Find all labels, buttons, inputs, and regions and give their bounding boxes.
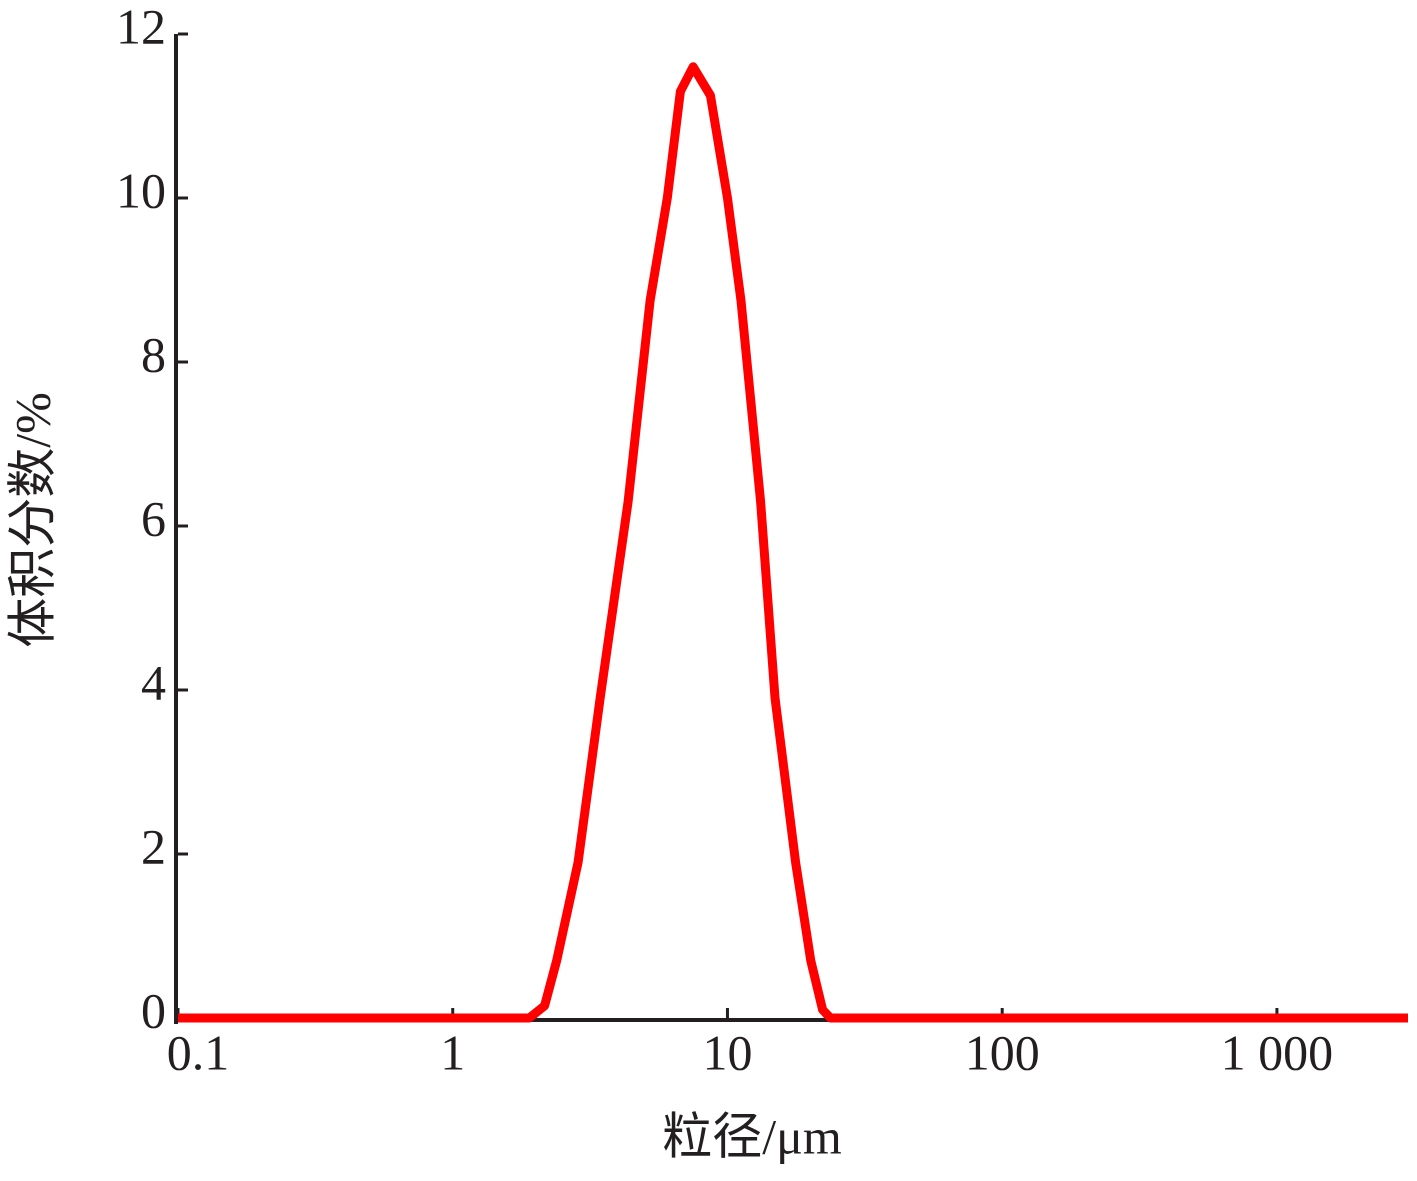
y-tick-label: 0 [141,982,166,1038]
y-tick-label: 4 [141,654,166,710]
x-tick-label: 100 [965,1024,1040,1080]
y-tick-label: 6 [141,490,166,546]
y-tick-label: 8 [141,326,166,382]
y-tick-label: 2 [141,818,166,874]
y-tick-label: 10 [116,162,166,218]
x-axis-label: 粒径/μm [662,1108,842,1164]
y-axis-label: 体积分数/% [4,392,60,648]
y-tick-label: 12 [116,0,166,54]
x-tick-label: 10 [702,1024,752,1080]
x-tick-label: 1 000 [1221,1024,1334,1080]
data-line [178,62,1408,1023]
x-tick-label: 0.1 [167,1024,230,1080]
x-tick-label: 1 [440,1024,465,1080]
